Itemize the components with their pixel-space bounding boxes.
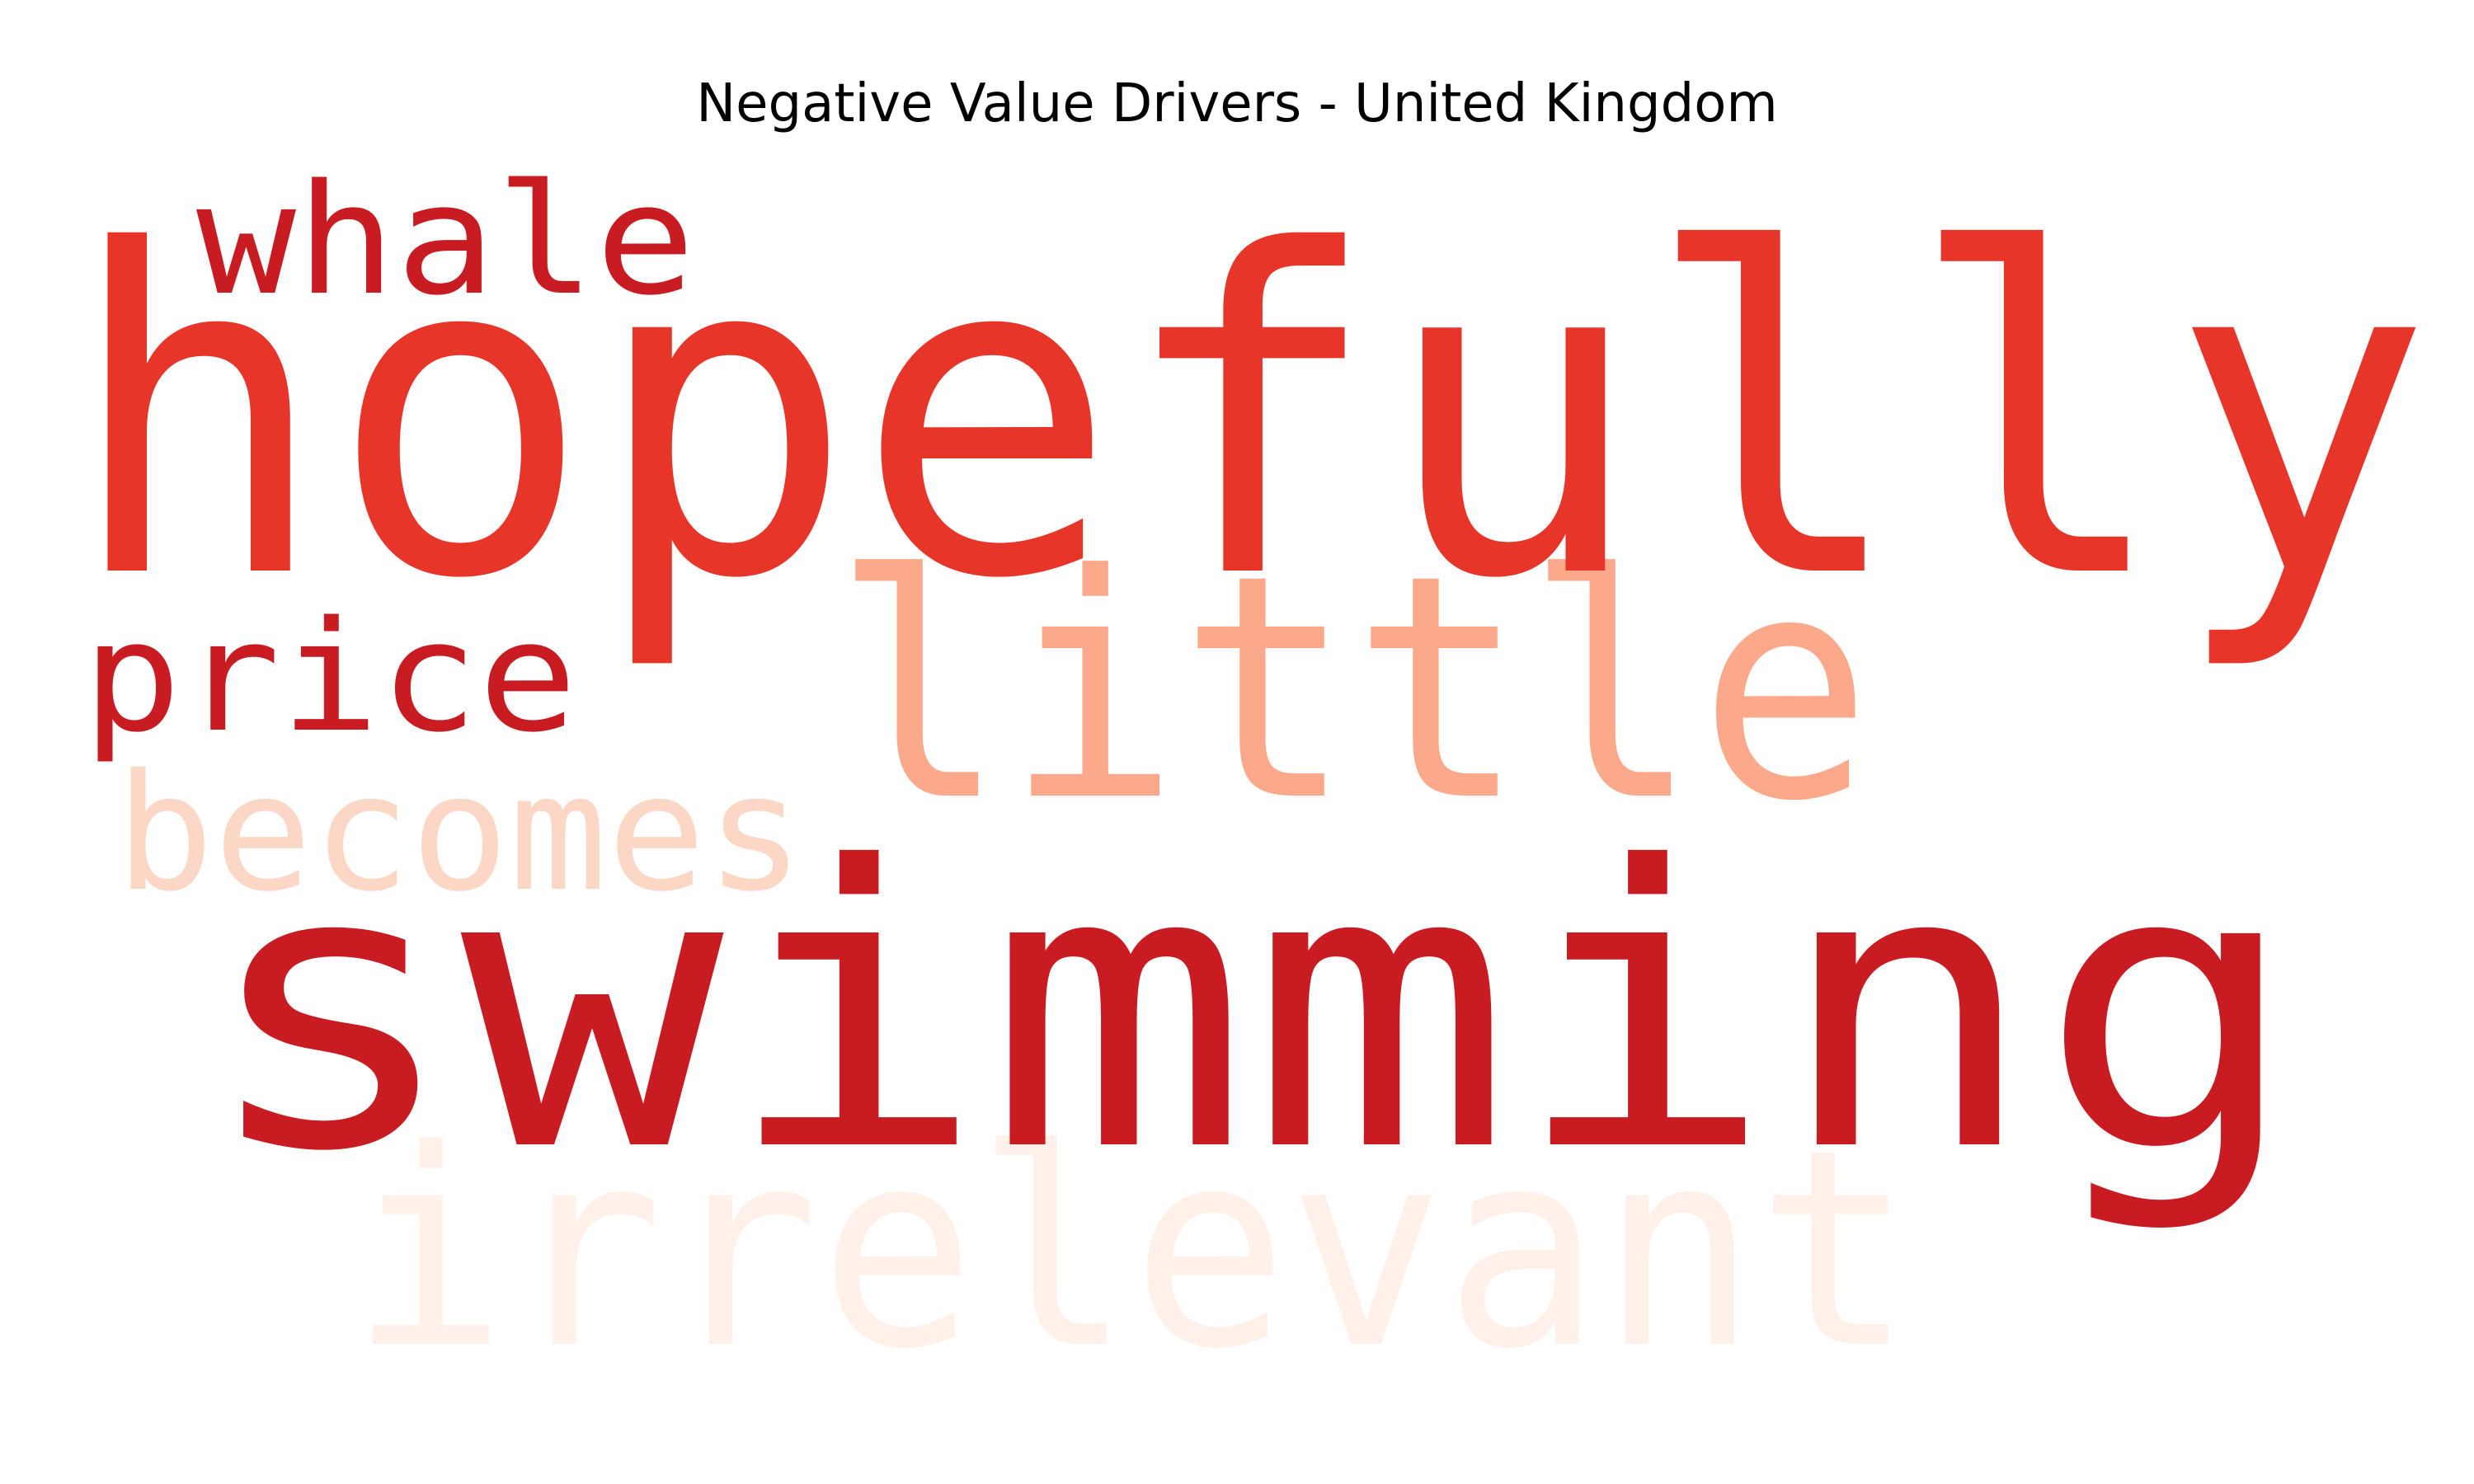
chart-title: Negative Value Drivers - United Kingdom xyxy=(696,73,1778,134)
word-whale: whale xyxy=(196,151,695,329)
word-hopefully: hopefully xyxy=(66,158,2433,676)
word-little: little xyxy=(833,510,1872,869)
word-swimming: swimming xyxy=(198,785,2301,1236)
word-price: price xyxy=(82,588,577,766)
word-irrelevant: irrelevant xyxy=(350,1092,1913,1408)
word-becomes: becomes xyxy=(115,740,804,927)
